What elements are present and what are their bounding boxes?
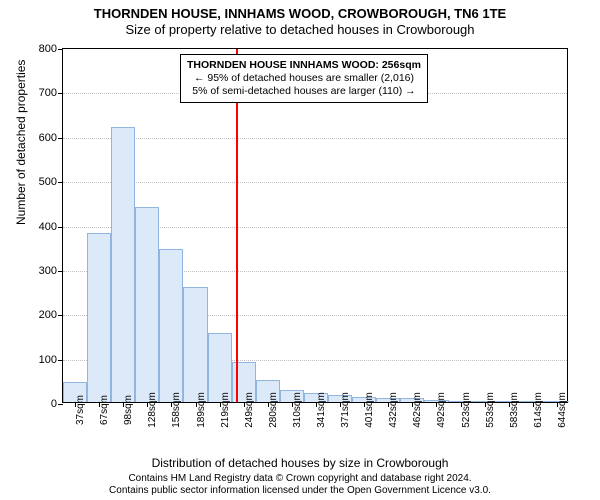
y-tick-mark: [58, 49, 63, 50]
y-tick-label: 600: [39, 132, 57, 144]
y-tick-mark: [58, 404, 63, 405]
x-tick-label: 37sqm: [75, 395, 86, 425]
y-tick-label: 700: [39, 87, 57, 99]
x-tick-label: 553sqm: [485, 392, 496, 428]
x-tick-label: 219sqm: [220, 392, 231, 428]
histogram-bar: [111, 127, 135, 402]
x-tick-label: 341sqm: [316, 392, 327, 428]
x-axis-label: Distribution of detached houses by size …: [0, 456, 600, 470]
y-gridline: [63, 182, 567, 183]
footer-line-1: Contains HM Land Registry data © Crown c…: [0, 473, 600, 485]
y-tick-label: 800: [39, 43, 57, 55]
y-tick-label: 200: [39, 309, 57, 321]
y-tick-mark: [58, 315, 63, 316]
chart-wrap: 010020030040050060070080037sqm67sqm98sqm…: [62, 48, 568, 403]
title-line-1: THORNDEN HOUSE, INNHAMS WOOD, CROWBOROUG…: [0, 6, 600, 22]
title-line-2: Size of property relative to detached ho…: [0, 22, 600, 38]
x-tick-label: 67sqm: [99, 395, 110, 425]
chart-container: THORNDEN HOUSE, INNHAMS WOOD, CROWBOROUG…: [0, 0, 600, 500]
y-axis-label: Number of detached properties: [14, 60, 28, 225]
x-tick-label: 128sqm: [147, 392, 158, 428]
annotation-line-2: ← 95% of detached houses are smaller (2,…: [187, 72, 421, 85]
histogram-bar: [159, 249, 183, 402]
title-block: THORNDEN HOUSE, INNHAMS WOOD, CROWBOROUG…: [0, 0, 600, 37]
x-tick-label: 189sqm: [196, 392, 207, 428]
y-tick-mark: [58, 271, 63, 272]
x-tick-label: 280sqm: [268, 392, 279, 428]
x-tick-label: 371sqm: [340, 392, 351, 428]
y-tick-mark: [58, 227, 63, 228]
y-tick-label: 300: [39, 265, 57, 277]
x-tick-label: 310sqm: [292, 392, 303, 428]
footer: Contains HM Land Registry data © Crown c…: [0, 473, 600, 497]
y-tick-mark: [58, 138, 63, 139]
annotation-line-1: THORNDEN HOUSE INNHAMS WOOD: 256sqm: [187, 59, 421, 72]
x-tick-label: 614sqm: [533, 392, 544, 428]
x-tick-label: 401sqm: [364, 392, 375, 428]
histogram-bar: [135, 207, 159, 402]
y-tick-mark: [58, 182, 63, 183]
histogram-bar: [183, 287, 207, 402]
y-tick-mark: [58, 93, 63, 94]
y-tick-label: 0: [51, 398, 57, 410]
y-tick-label: 400: [39, 221, 57, 233]
x-tick-label: 249sqm: [244, 392, 255, 428]
y-gridline: [63, 138, 567, 139]
y-tick-label: 500: [39, 176, 57, 188]
y-tick-label: 100: [39, 354, 57, 366]
x-tick-label: 583sqm: [509, 392, 520, 428]
footer-line-2: Contains public sector information licen…: [0, 485, 600, 497]
x-tick-label: 644sqm: [557, 392, 568, 428]
x-tick-label: 432sqm: [388, 392, 399, 428]
x-tick-label: 158sqm: [171, 392, 182, 428]
x-tick-label: 523sqm: [461, 392, 472, 428]
annotation-box: THORNDEN HOUSE INNHAMS WOOD: 256sqm ← 95…: [180, 54, 428, 103]
y-tick-mark: [58, 360, 63, 361]
x-tick-label: 462sqm: [412, 392, 423, 428]
annotation-line-3: 5% of semi-detached houses are larger (1…: [187, 85, 421, 98]
x-tick-label: 492sqm: [436, 392, 447, 428]
histogram-bar: [87, 233, 111, 402]
x-tick-label: 98sqm: [123, 395, 134, 425]
